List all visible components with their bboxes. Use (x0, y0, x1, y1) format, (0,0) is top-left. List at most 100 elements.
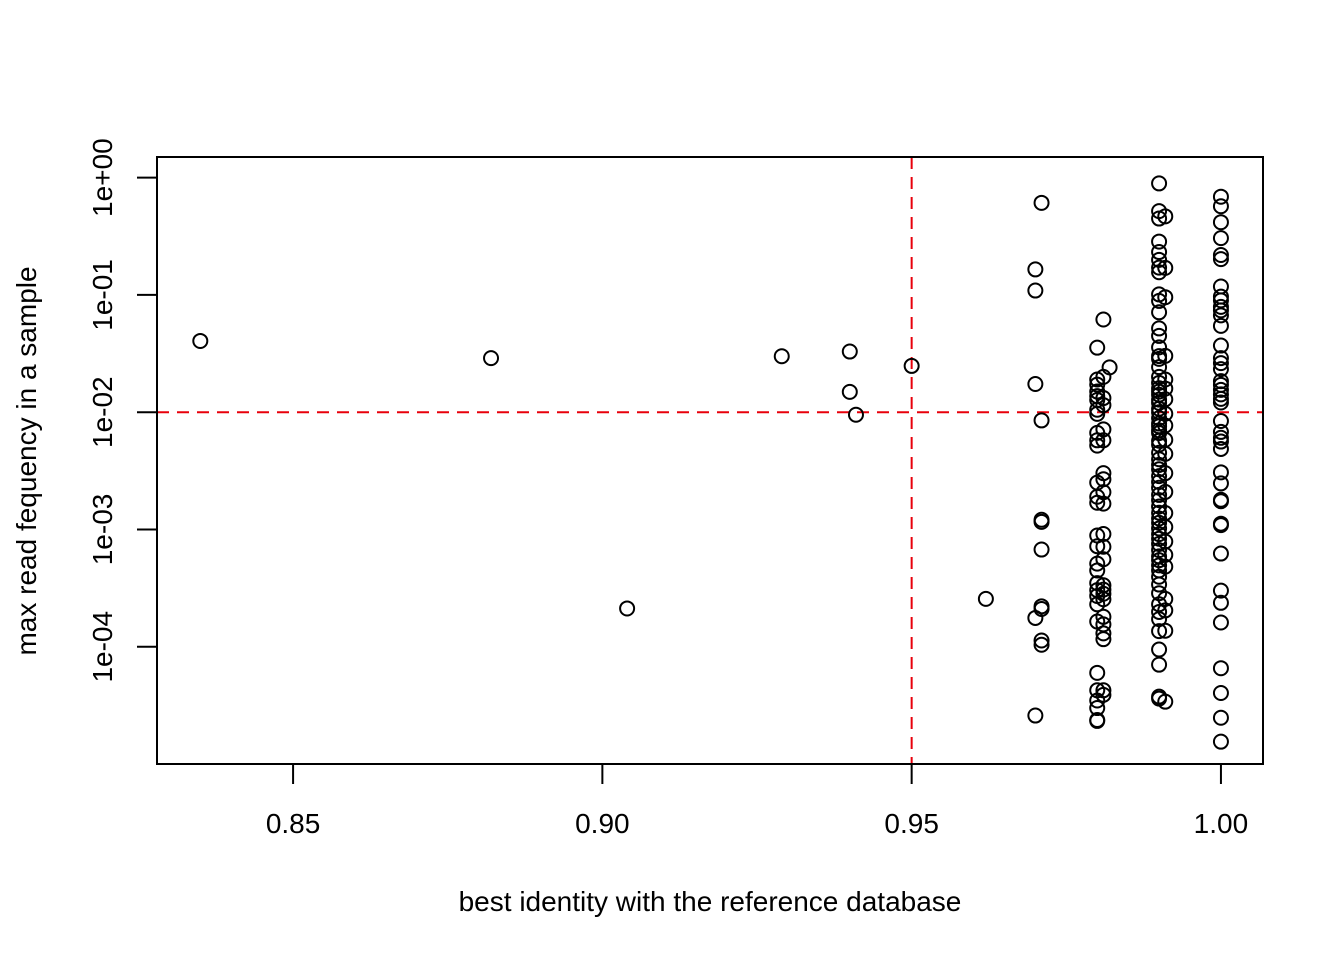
data-point (1095, 608, 1112, 625)
data-point (841, 383, 858, 400)
data-point (1095, 397, 1112, 414)
data-point (1151, 656, 1168, 673)
data-point (1212, 475, 1229, 492)
data-point (1157, 405, 1174, 422)
data-point (1089, 712, 1106, 729)
data-point (1027, 261, 1044, 278)
data-point (903, 357, 920, 374)
y-axis: 1e-04 1e-03 1e-02 1e-01 1e+00 (87, 138, 157, 683)
data-point (1033, 513, 1050, 530)
data-point (1089, 664, 1106, 681)
data-point (1212, 337, 1229, 354)
data-point (1157, 590, 1174, 607)
data-point (1033, 412, 1050, 429)
data-point (1212, 302, 1229, 319)
data-point (1151, 623, 1168, 640)
data-point (1027, 707, 1044, 724)
data-point (1157, 465, 1174, 482)
data-point (1101, 359, 1118, 376)
data-point (1157, 259, 1174, 276)
data-point (1095, 585, 1112, 602)
data-point (1151, 504, 1168, 521)
data-point (1157, 380, 1174, 397)
data-point (1212, 685, 1229, 702)
data-point (1212, 394, 1229, 411)
x-axis-title: best identity with the reference databas… (459, 886, 962, 917)
data-point (1212, 198, 1229, 215)
data-point (1212, 582, 1229, 599)
data-point (1095, 390, 1112, 407)
data-point (1212, 307, 1229, 324)
x-axis: 0.85 0.90 0.95 1.00 (266, 764, 1248, 839)
data-point (1095, 484, 1112, 501)
data-point (1151, 327, 1168, 344)
data-point (1157, 602, 1174, 619)
data-point (977, 590, 994, 607)
x-tick-label: 0.95 (884, 808, 939, 839)
data-point (1212, 493, 1229, 510)
data-point (1212, 386, 1229, 403)
data-point (1151, 233, 1168, 250)
data-points (192, 175, 1229, 750)
data-point (1212, 350, 1229, 367)
data-point (1157, 347, 1174, 364)
y-tick-label: 1e-01 (87, 259, 118, 331)
data-point (1157, 445, 1174, 462)
x-tick-label: 0.85 (266, 808, 321, 839)
data-point (1212, 517, 1229, 534)
y-tick-label: 1e+00 (87, 138, 118, 217)
data-point (1089, 339, 1106, 356)
data-point (1212, 230, 1229, 247)
data-point (1095, 682, 1112, 699)
data-point (1212, 292, 1229, 309)
data-point (773, 348, 790, 365)
data-point (1212, 413, 1229, 430)
data-point (1212, 423, 1229, 440)
data-point (1027, 282, 1044, 299)
data-point (1095, 525, 1112, 542)
data-point (1212, 317, 1229, 334)
data-point (1157, 483, 1174, 500)
data-point (1151, 259, 1168, 276)
data-point (1095, 465, 1112, 482)
data-point (1151, 603, 1168, 620)
data-point (1212, 440, 1229, 457)
data-point (192, 332, 209, 349)
data-point (1151, 304, 1168, 321)
y-axis-title: max read fequency in a sample (11, 266, 42, 655)
data-point (1089, 700, 1106, 717)
data-point (1157, 622, 1174, 639)
data-point (1212, 614, 1229, 631)
data-point (1157, 289, 1174, 306)
data-point (1033, 541, 1050, 558)
data-point (1212, 246, 1229, 263)
data-point (1212, 709, 1229, 726)
data-point (1151, 641, 1168, 658)
data-point (1089, 538, 1106, 555)
data-point (1033, 636, 1050, 653)
data-point (1157, 371, 1174, 388)
data-point (1212, 433, 1229, 450)
data-point (1095, 311, 1112, 328)
data-point (483, 350, 500, 367)
data-point (1212, 381, 1229, 398)
data-point (1212, 188, 1229, 205)
data-point (1212, 545, 1229, 562)
data-point (1151, 175, 1168, 192)
y-tick-label: 1e-02 (87, 376, 118, 448)
plot-frame (156, 156, 1264, 765)
data-point (847, 406, 864, 423)
data-point (1157, 208, 1174, 225)
data-point (1095, 631, 1112, 648)
data-point (1157, 546, 1174, 563)
data-point (1151, 520, 1168, 537)
data-point (1095, 538, 1112, 555)
data-point (1033, 600, 1050, 617)
data-point (1212, 733, 1229, 750)
data-point (1151, 320, 1168, 337)
data-point (1157, 693, 1174, 710)
y-tick-label: 1e-03 (87, 494, 118, 566)
data-point (1095, 551, 1112, 568)
